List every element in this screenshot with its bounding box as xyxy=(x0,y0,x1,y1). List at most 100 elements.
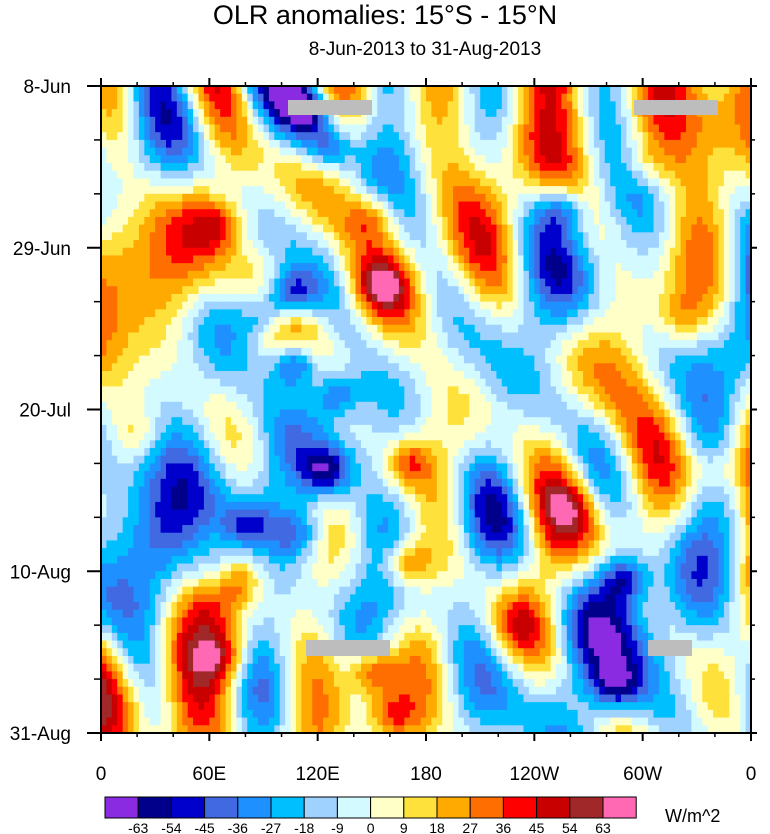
heatmap-cell xyxy=(241,147,248,156)
heatmap-cell xyxy=(241,155,248,164)
heatmap-cell xyxy=(328,286,335,295)
heatmap-cell xyxy=(550,155,557,164)
heatmap-cell xyxy=(279,363,286,372)
heatmap-cell xyxy=(225,317,232,326)
heatmap-cell xyxy=(702,332,709,341)
heatmap-cell xyxy=(729,155,736,164)
heatmap-cell xyxy=(268,109,275,118)
heatmap-cell xyxy=(658,293,665,303)
heatmap-cell xyxy=(534,340,541,349)
heatmap-cell xyxy=(463,109,470,118)
heatmap-cell xyxy=(420,240,427,249)
heatmap-cell xyxy=(214,232,221,241)
heatmap-cell xyxy=(588,178,595,187)
heatmap-cell xyxy=(220,101,227,110)
heatmap-cell xyxy=(323,186,330,195)
heatmap-cell xyxy=(317,163,324,172)
heatmap-cell xyxy=(485,317,492,326)
heatmap-cell xyxy=(366,278,373,287)
heatmap-cell xyxy=(447,232,454,241)
heatmap-cell xyxy=(155,86,162,95)
heatmap-cell xyxy=(745,317,751,326)
heatmap-cell xyxy=(539,293,546,303)
heatmap-cell xyxy=(680,286,687,295)
heatmap-cell xyxy=(128,286,135,295)
heatmap-cell xyxy=(729,109,736,118)
heatmap-cell xyxy=(539,116,546,126)
heatmap-cell xyxy=(453,355,460,364)
heatmap-cell xyxy=(675,332,682,341)
heatmap-cell xyxy=(485,378,492,387)
heatmap-cell xyxy=(485,224,492,233)
heatmap-cell xyxy=(268,378,275,387)
heatmap-cell xyxy=(718,124,725,133)
heatmap-cell xyxy=(593,332,600,341)
heatmap-cell xyxy=(106,178,113,187)
heatmap-cell xyxy=(550,139,557,149)
heatmap-cell xyxy=(388,170,395,180)
heatmap-cell xyxy=(106,163,113,172)
heatmap-cell xyxy=(350,270,357,280)
heatmap-cell xyxy=(615,186,622,195)
heatmap-cell xyxy=(561,132,568,141)
heatmap-cell xyxy=(534,317,541,326)
heatmap-cell xyxy=(621,317,628,326)
heatmap-cell xyxy=(155,278,162,287)
heatmap-cell xyxy=(528,170,535,180)
heatmap-cell xyxy=(642,163,649,172)
heatmap-cell xyxy=(637,240,644,249)
heatmap-cell xyxy=(675,170,682,180)
heatmap-cell xyxy=(642,270,649,280)
heatmap-cell xyxy=(469,363,476,372)
heatmap-cell xyxy=(350,201,357,210)
heatmap-cell xyxy=(225,178,232,187)
heatmap-cell xyxy=(274,378,281,387)
heatmap-cell xyxy=(718,155,725,164)
heatmap-cell xyxy=(182,386,189,395)
heatmap-cell xyxy=(333,224,340,233)
heatmap-cell xyxy=(350,216,357,226)
heatmap-cell xyxy=(317,170,324,180)
heatmap-cell xyxy=(339,363,346,372)
heatmap-cell xyxy=(556,139,563,149)
heatmap-cell xyxy=(122,86,129,95)
heatmap-cell xyxy=(556,193,563,203)
heatmap-cell xyxy=(366,193,373,203)
heatmap-cell xyxy=(707,301,714,310)
heatmap-cell xyxy=(436,293,443,303)
heatmap-cell xyxy=(534,186,541,195)
heatmap-cell xyxy=(431,394,438,403)
heatmap-cell xyxy=(166,378,173,387)
heatmap-cell xyxy=(463,286,470,295)
heatmap-cell xyxy=(182,263,189,272)
heatmap-cell xyxy=(447,178,454,187)
heatmap-cell xyxy=(572,324,579,334)
heatmap-cell xyxy=(631,370,638,380)
heatmap-cell xyxy=(453,139,460,149)
heatmap-cell xyxy=(637,201,644,210)
heatmap-cell xyxy=(160,263,167,272)
heatmap-cell xyxy=(122,209,129,218)
heatmap-cell xyxy=(583,309,590,318)
heatmap-cell xyxy=(718,163,725,172)
heatmap-cell xyxy=(171,340,178,349)
heatmap-cell xyxy=(106,93,113,102)
heatmap-cell xyxy=(631,186,638,195)
heatmap-cell xyxy=(469,347,476,357)
heatmap-cell xyxy=(377,355,384,364)
heatmap-cell xyxy=(117,247,124,257)
heatmap-cell xyxy=(355,340,362,349)
heatmap-cell xyxy=(296,386,303,395)
heatmap-cell xyxy=(707,147,714,156)
heatmap-cell xyxy=(718,93,725,102)
heatmap-cell xyxy=(501,309,508,318)
heatmap-cell xyxy=(187,124,194,133)
heatmap-cell xyxy=(507,309,514,318)
heatmap-cell xyxy=(637,270,644,280)
heatmap-cell xyxy=(225,378,232,387)
heatmap-cell xyxy=(198,116,205,126)
heatmap-cell xyxy=(740,124,747,133)
heatmap-cell xyxy=(610,293,617,303)
heatmap-cell xyxy=(431,170,438,180)
heatmap-cell xyxy=(545,116,552,126)
